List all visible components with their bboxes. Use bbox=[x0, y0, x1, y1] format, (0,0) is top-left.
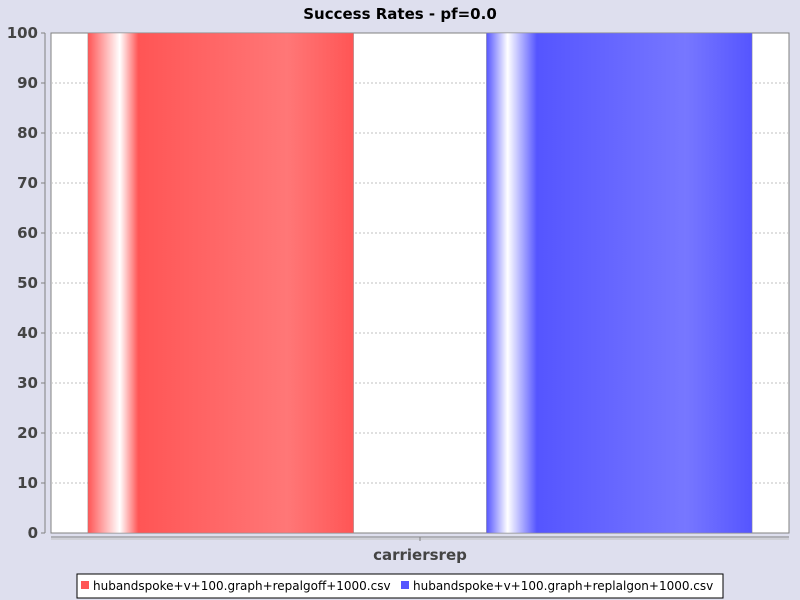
legend-label-series-2: hubandspoke+v+100.graph+replalgon+1000.c… bbox=[413, 579, 713, 593]
y-tick-label: 80 bbox=[17, 124, 38, 142]
bar-carriersrep-series-1 bbox=[87, 32, 354, 534]
legend: hubandspoke+v+100.graph+repalgoff+1000.c… bbox=[76, 573, 724, 599]
grid-lines bbox=[51, 82, 789, 484]
x-axis-categories: carriersrep bbox=[373, 537, 467, 564]
y-tick-label: 90 bbox=[17, 74, 38, 92]
y-tick-label: 20 bbox=[17, 424, 38, 442]
legend-swatch-red bbox=[81, 581, 89, 589]
x-category-label: carriersrep bbox=[373, 546, 467, 564]
legend-swatch-blue bbox=[401, 581, 409, 589]
bar-carriersrep-series-2 bbox=[486, 32, 753, 534]
y-axis-ticks: 0 10 20 30 40 50 60 70 80 90 100 bbox=[7, 24, 45, 542]
bars bbox=[87, 32, 753, 534]
y-tick-label: 40 bbox=[17, 324, 38, 342]
y-tick-label: 30 bbox=[17, 374, 38, 392]
y-tick-label: 70 bbox=[17, 174, 38, 192]
y-tick-label: 10 bbox=[17, 474, 38, 492]
y-tick-label: 100 bbox=[7, 24, 38, 42]
y-tick-label: 60 bbox=[17, 224, 38, 242]
y-tick-label: 50 bbox=[17, 274, 38, 292]
y-tick-label: 0 bbox=[28, 524, 38, 542]
chart-title: Success Rates - pf=0.0 bbox=[303, 5, 497, 23]
legend-box bbox=[76, 573, 724, 599]
legend-label-series-1: hubandspoke+v+100.graph+repalgoff+1000.c… bbox=[93, 579, 391, 593]
